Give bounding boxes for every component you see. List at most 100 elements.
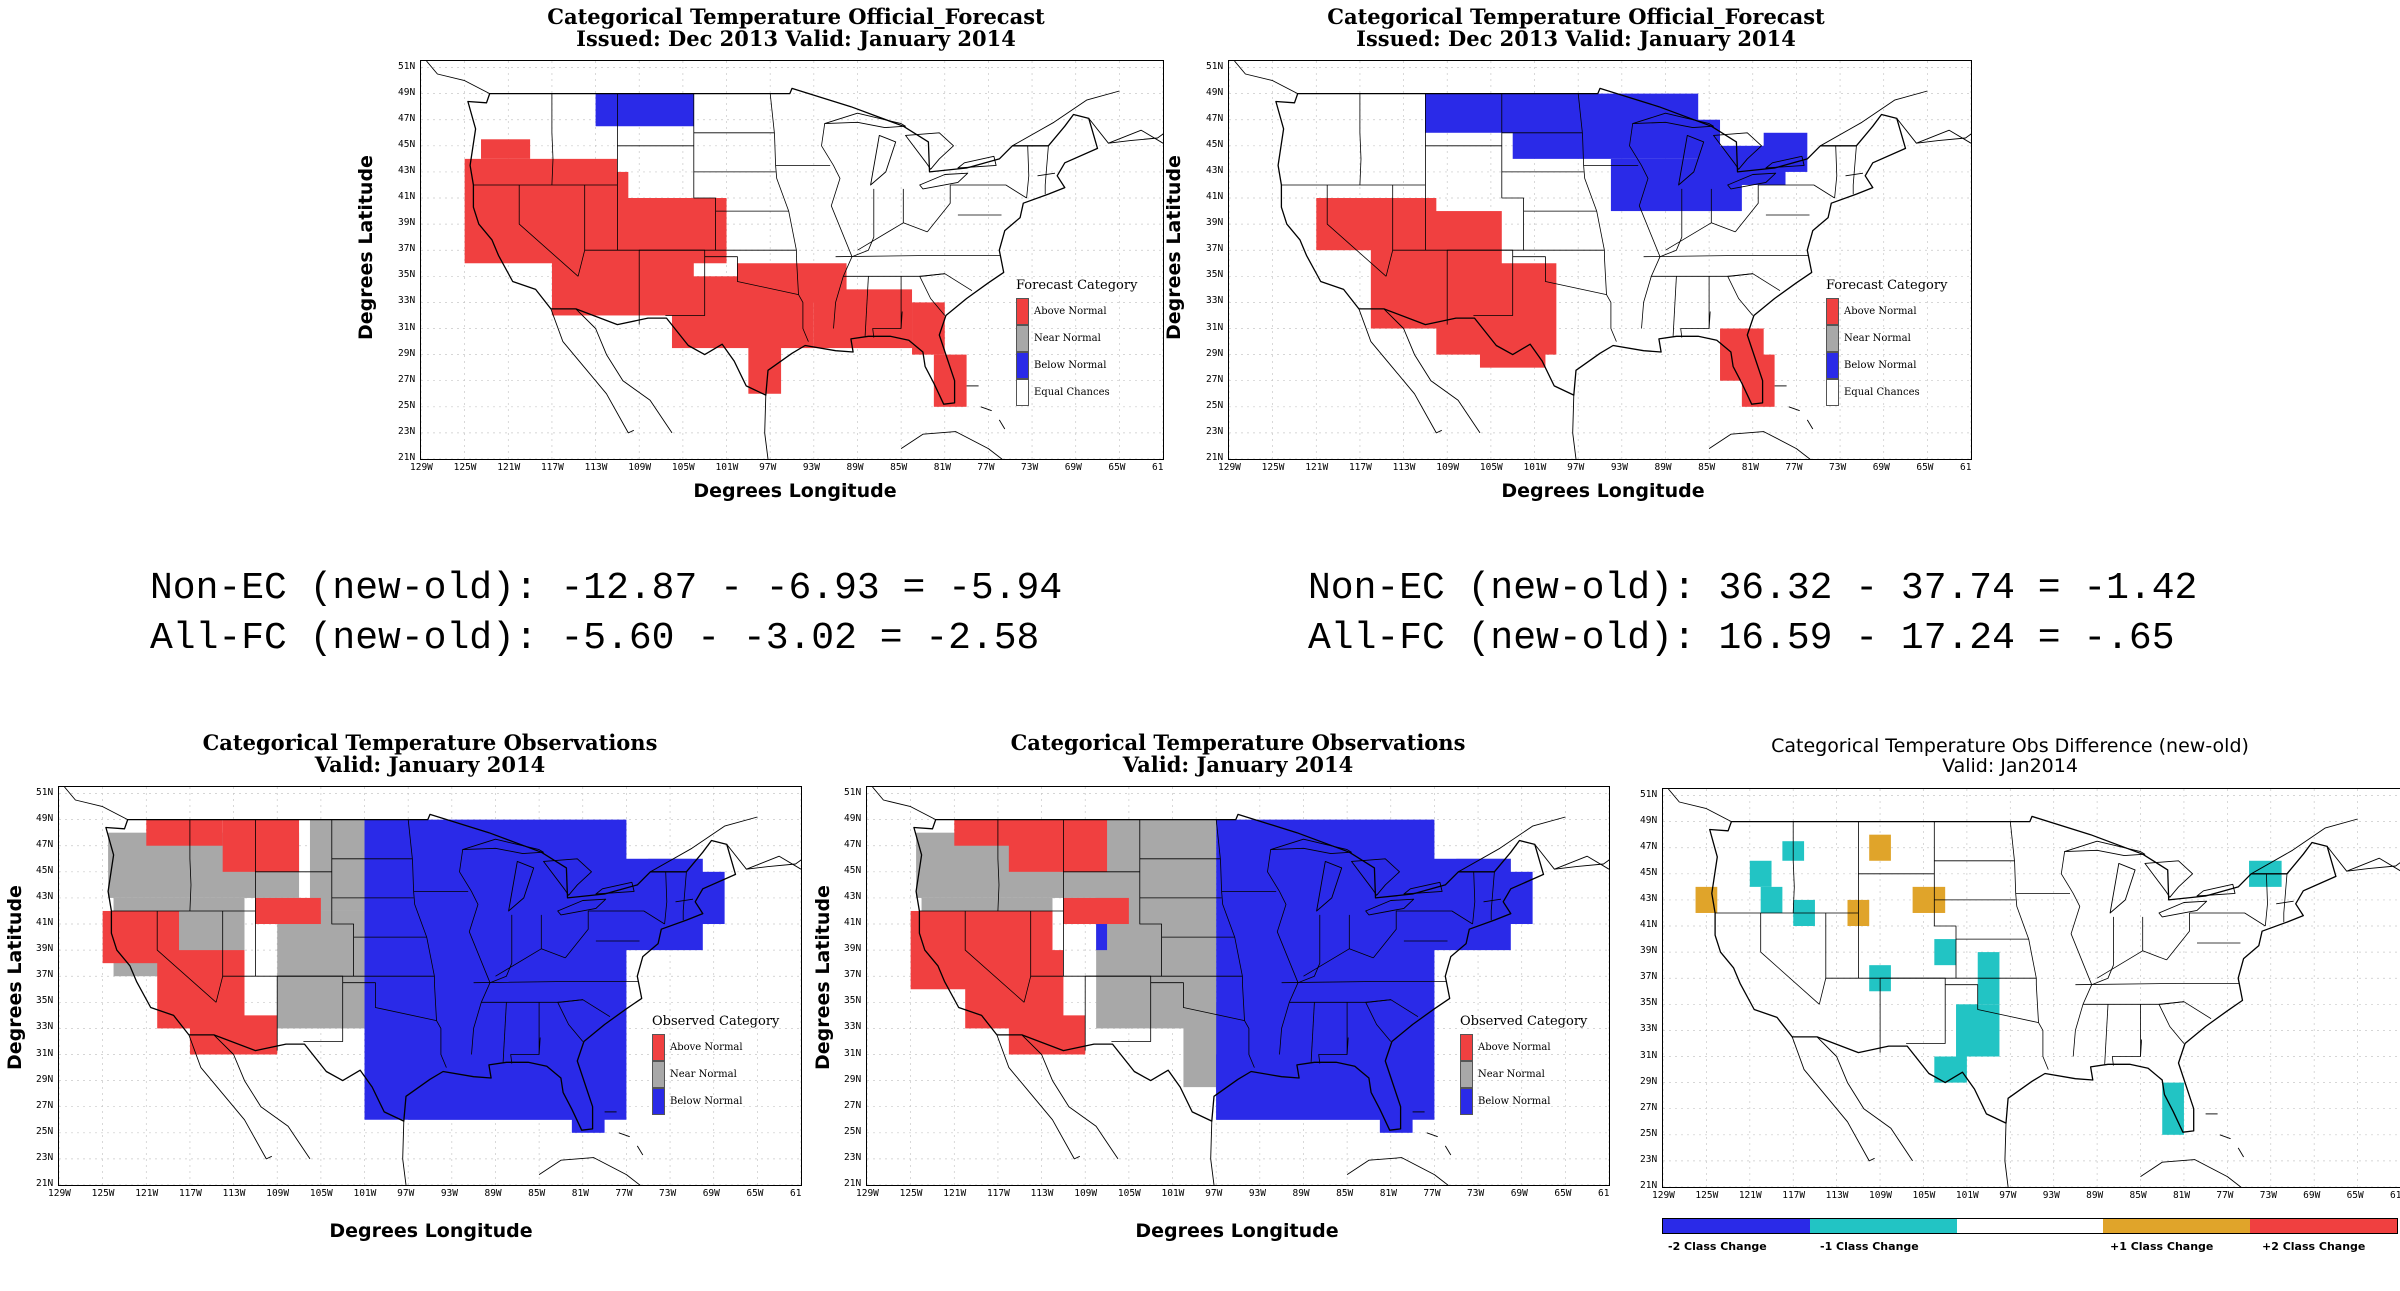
y-tick-label: 25N	[398, 399, 416, 411]
x-tick-label: 125W	[91, 1188, 115, 1199]
y-tick-label: 23N	[1206, 425, 1224, 437]
y-tick-label: 25N	[36, 1125, 54, 1137]
legend-item-above: Above Normal	[1826, 298, 1947, 325]
x-axis-label: Degrees Longitude	[1135, 1220, 1339, 1242]
state-boundary	[1629, 123, 1661, 329]
category-region-below	[595, 93, 694, 127]
y-tick-label: 35N	[1206, 269, 1224, 281]
great-lake	[557, 898, 607, 916]
x-tick-label: 105W	[1117, 1188, 1141, 1199]
state-boundary	[1037, 172, 1056, 177]
x-tick-label: 125W	[899, 1188, 923, 1199]
x-tick-label: 85W	[2129, 1190, 2147, 1201]
y-tick-label: 51N	[1640, 788, 1658, 800]
y-tick-label: 33N	[1640, 1023, 1658, 1035]
category-region-below	[1512, 119, 1721, 159]
category-region-minus1	[1956, 1004, 2000, 1057]
coastline	[1554, 855, 1609, 870]
category-region-above	[222, 819, 300, 872]
legend-title: Forecast Category	[1826, 278, 1948, 293]
y-tick-label: 39N	[398, 217, 416, 229]
coastline	[650, 816, 758, 873]
coastline	[1234, 61, 1298, 94]
y-tick-label: 47N	[398, 112, 416, 124]
title-line-2: Issued: Dec 2013 Valid: January 2014	[1356, 26, 1796, 52]
map-plot-area	[866, 786, 1610, 1186]
legend-title: Forecast Category	[1016, 278, 1138, 293]
colorbar-plus1	[2103, 1219, 2251, 1233]
y-tick-label: 33N	[398, 295, 416, 307]
state-boundary	[997, 819, 1000, 912]
map-svg	[867, 787, 1609, 1185]
y-tick-label: 25N	[1206, 399, 1224, 411]
state-boundary	[557, 999, 584, 1042]
y-tick-label: 37N	[1640, 971, 1658, 983]
legend-title: Observed Category	[1460, 1014, 1588, 1029]
y-tick-label: 43N	[844, 890, 862, 902]
coastline	[1210, 1121, 1215, 1185]
y-tick-label: 23N	[36, 1151, 54, 1163]
x-tick-label: 113W	[1392, 462, 1416, 473]
x-tick-label: 89W	[1654, 462, 1672, 473]
category-region-below	[1379, 1080, 1413, 1133]
coastline	[1108, 129, 1163, 144]
coastline	[1916, 129, 1971, 144]
state-boundary	[1857, 821, 1935, 875]
category-region-above	[255, 897, 321, 925]
state-boundary	[1346, 1037, 1349, 1055]
coastline	[550, 308, 634, 434]
title-line-1: Categorical Temperature Observations	[1010, 730, 1466, 755]
state-boundary	[1792, 821, 1795, 914]
colorbar-label-minus1: -1 Class Change	[1820, 1240, 1919, 1253]
coastline	[1444, 1145, 1452, 1156]
coastline	[726, 844, 801, 870]
state-boundary	[1490, 871, 1495, 921]
y-tick-label: 29N	[844, 1073, 862, 1085]
y-tick-label: 51N	[844, 786, 862, 798]
x-tick-label: 121W	[1305, 462, 1329, 473]
x-tick-label: 61	[2390, 1190, 2400, 1201]
y-tick-label: 43N	[398, 164, 416, 176]
category-region-above	[617, 198, 727, 264]
category-region-above	[481, 139, 531, 159]
colorbar-label-minus2: -2 Class Change	[1668, 1240, 1767, 1253]
state-boundary	[926, 185, 951, 233]
y-tick-label: 49N	[1206, 86, 1224, 98]
x-tick-label: 129W	[48, 1188, 71, 1199]
coastline	[1358, 308, 1442, 434]
x-tick-label: 65W	[1554, 1188, 1572, 1199]
x-tick-label: 129W	[1218, 462, 1241, 473]
y-tick-label: 39N	[1640, 945, 1658, 957]
coastline	[575, 308, 673, 434]
x-tick-label: 77W	[1423, 1188, 1441, 1199]
x-tick-label: 101W	[1955, 1190, 1979, 1201]
y-tick-label: 37N	[398, 243, 416, 255]
x-tick-label: 117W	[1782, 1190, 1806, 1201]
x-tick-label: 77W	[1785, 462, 1803, 473]
state-boundary	[1818, 913, 1827, 1005]
y-tick-label: 31N	[36, 1047, 54, 1059]
us-outline	[105, 813, 737, 1131]
state-boundary	[538, 1037, 541, 1055]
x-tick-label: 105W	[309, 1188, 333, 1199]
coastline	[2346, 857, 2400, 872]
state-boundary	[675, 898, 694, 903]
state-boundary	[2140, 1039, 2142, 1057]
category-region-near	[277, 910, 376, 1029]
y-tick-label: 37N	[844, 969, 862, 981]
state-boundary	[1577, 93, 1617, 342]
state-boundary	[1297, 914, 1321, 984]
y-tick-label: 31N	[398, 321, 416, 333]
coastline	[996, 1034, 1080, 1160]
coastline	[2250, 818, 2358, 875]
coastline	[1791, 1036, 1875, 1162]
x-tick-label: 73W	[1467, 1188, 1485, 1199]
x-tick-label: 109W	[1436, 462, 1460, 473]
state-boundary	[872, 276, 902, 338]
x-tick-label: 117W	[986, 1188, 1010, 1199]
state-boundary	[1396, 910, 1473, 925]
state-boundary	[1310, 1002, 1315, 1063]
state-boundary	[2264, 873, 2268, 927]
x-tick-label: 85W	[1698, 462, 1716, 473]
x-tick-label: 113W	[1825, 1190, 1849, 1201]
